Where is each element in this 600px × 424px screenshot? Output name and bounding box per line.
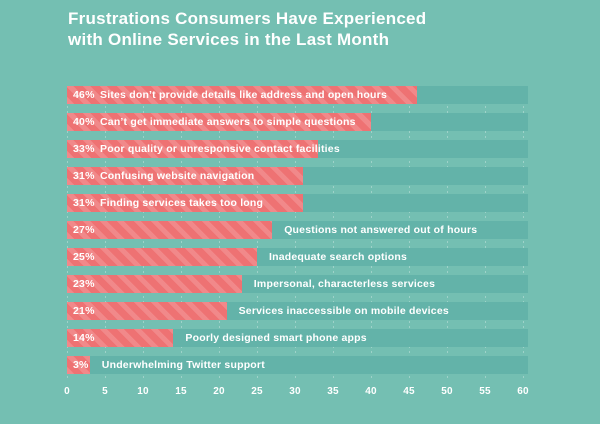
bar-category-label: Services inaccessible on mobile devices [238, 305, 449, 317]
x-axis-tick-label: 50 [441, 386, 453, 397]
bar-category-label: Can’t get immediate answers to simple qu… [100, 116, 356, 128]
bar-value-label: 25% [73, 251, 95, 263]
bar-track: 40% Can’t get immediate answers to simple… [67, 113, 528, 131]
bar-value-label: 21% [73, 305, 95, 317]
bar-track: 25% Inadequate search options [67, 248, 528, 266]
bar-category-label: Poor quality or unresponsive contact fac… [100, 143, 340, 155]
x-axis-tick-label: 5 [102, 386, 108, 397]
x-axis-tick-label: 25 [251, 386, 263, 397]
bar-category-label: Questions not answered out of hours [284, 224, 478, 236]
bar-value-label: 46% [73, 89, 95, 101]
bar [67, 248, 257, 266]
bar-track: 21% Services inaccessible on mobile devic… [67, 302, 528, 320]
bar-category-label: Poorly designed smart phone apps [185, 332, 367, 344]
bar-value-label: 3% [73, 359, 89, 371]
bar-value-label: 33% [73, 143, 95, 155]
chart-title: Frustrations Consumers Have Experienced … [68, 9, 426, 50]
x-axis-tick-label: 40 [365, 386, 377, 397]
bar [67, 140, 318, 158]
bar-category-label: Finding services takes too long [100, 197, 264, 209]
x-axis-tick-label: 0 [64, 386, 70, 397]
bar-category-label: Sites don’t provide details like address… [100, 89, 387, 101]
x-axis-tick-label: 55 [479, 386, 491, 397]
chart-title-line1: Frustrations Consumers Have Experienced [68, 9, 427, 28]
bar [67, 356, 90, 374]
bar-track: 33% Poor quality or unresponsive contact … [67, 140, 528, 158]
bar-category-label: Inadequate search options [269, 251, 408, 263]
x-axis-tick-label: 20 [213, 386, 225, 397]
bar-track: 31% Finding services takes too long [67, 194, 528, 212]
x-axis-tick-label: 60 [517, 386, 529, 397]
bar [67, 329, 174, 347]
x-axis-tick-label: 35 [327, 386, 339, 397]
bar-track: 23% Impersonal, characterless services [67, 275, 528, 293]
bar [67, 113, 371, 131]
bar-track: 27% Questions not answered out of hours [67, 221, 528, 239]
bar-value-label: 27% [73, 224, 95, 236]
bar-value-label: 14% [73, 332, 95, 344]
bar-category-label: Underwhelming Twitter support [101, 359, 265, 371]
chart-title-line2: with Online Services in the Last Month [68, 29, 390, 49]
bar-category-label: Confusing website navigation [100, 170, 255, 182]
x-axis-tick-label: 45 [403, 386, 415, 397]
bar [67, 194, 303, 212]
bar-track: 46% Sites don’t provide details like addr… [67, 86, 528, 104]
bar [67, 302, 227, 320]
bar-track: 3% Underwhelming Twitter support [67, 356, 528, 374]
bar-track: 14% Poorly designed smart phone apps [67, 329, 528, 347]
bar [67, 275, 242, 293]
x-axis-tick-label: 15 [175, 386, 187, 397]
x-axis-tick-label: 10 [137, 386, 149, 397]
bar-track: 31% Confusing website navigation [67, 167, 528, 185]
bar-value-label: 23% [73, 278, 95, 290]
x-axis-tick-label: 30 [289, 386, 301, 397]
bar-value-label: 40% [73, 116, 95, 128]
bar-value-label: 31% [73, 170, 95, 182]
bar-value-label: 31% [73, 197, 95, 209]
bar-category-label: Impersonal, characterless services [253, 278, 436, 290]
bar [67, 221, 273, 239]
bar [67, 167, 303, 185]
bar [67, 86, 417, 104]
